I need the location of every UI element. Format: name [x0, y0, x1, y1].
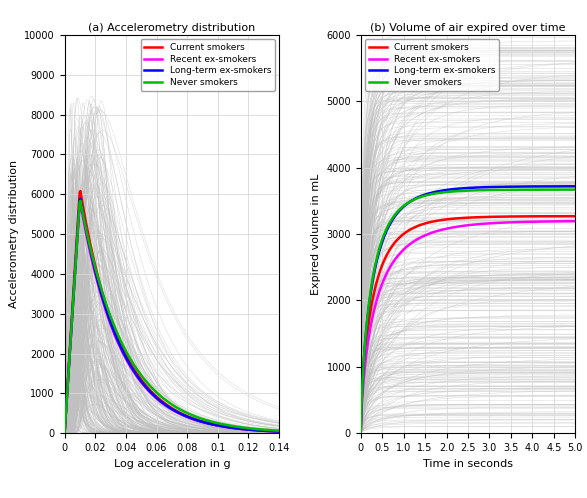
Long-term ex-smokers: [358, 403, 365, 409]
Y-axis label: Expired volume in mL: Expired volume in mL: [311, 173, 321, 295]
Long-term ex-smokers: [276, 429, 283, 435]
Recent ex-smokers: [488, 220, 495, 226]
Long-term ex-smokers: [552, 183, 559, 189]
Recent ex-smokers: [552, 218, 559, 224]
Never smokers: [190, 412, 197, 418]
Recent ex-smokers: [257, 428, 264, 434]
Long-term ex-smokers: [61, 430, 68, 436]
Line: Long-term ex-smokers: Long-term ex-smokers: [360, 186, 575, 433]
Recent ex-smokers: [193, 417, 200, 423]
Recent ex-smokers: [62, 419, 69, 425]
Never smokers: [484, 187, 491, 193]
Current smokers: [357, 430, 364, 436]
Never smokers: [485, 187, 492, 193]
Current smokers: [485, 214, 492, 220]
Never smokers: [488, 187, 495, 193]
Never smokers: [61, 430, 68, 436]
Current smokers: [552, 213, 559, 219]
Long-term ex-smokers: [193, 417, 200, 423]
Line: Never smokers: Never smokers: [360, 190, 575, 433]
Never smokers: [257, 426, 264, 432]
Long-term ex-smokers: [257, 427, 264, 433]
Legend: Current smokers, Recent ex-smokers, Long-term ex-smokers, Never smokers: Current smokers, Recent ex-smokers, Long…: [141, 39, 275, 91]
Recent ex-smokers: [538, 219, 545, 225]
X-axis label: Log acceleration in g: Log acceleration in g: [113, 459, 230, 469]
Long-term ex-smokers: [357, 430, 364, 436]
Current smokers: [572, 213, 579, 219]
Line: Current smokers: Current smokers: [65, 191, 279, 433]
Current smokers: [62, 419, 69, 425]
Never smokers: [358, 404, 365, 410]
Never smokers: [189, 412, 196, 418]
Never smokers: [357, 430, 364, 436]
Current smokers: [193, 417, 200, 423]
Long-term ex-smokers: [77, 196, 84, 202]
Current smokers: [257, 427, 264, 433]
Recent ex-smokers: [242, 426, 249, 432]
Current smokers: [488, 214, 495, 220]
Long-term ex-smokers: [242, 426, 249, 432]
Never smokers: [77, 198, 84, 204]
Line: Recent ex-smokers: Recent ex-smokers: [360, 221, 575, 433]
Never smokers: [193, 414, 200, 420]
Recent ex-smokers: [485, 221, 492, 227]
Long-term ex-smokers: [190, 416, 197, 422]
X-axis label: Time in seconds: Time in seconds: [423, 459, 513, 469]
Title: (b) Volume of air expired over time: (b) Volume of air expired over time: [370, 23, 566, 33]
Current smokers: [189, 415, 196, 421]
Never smokers: [538, 187, 545, 193]
Never smokers: [242, 425, 249, 431]
Recent ex-smokers: [61, 430, 68, 436]
Current smokers: [242, 426, 249, 432]
Long-term ex-smokers: [62, 419, 69, 425]
Line: Recent ex-smokers: Recent ex-smokers: [65, 203, 279, 433]
Recent ex-smokers: [190, 416, 197, 422]
Long-term ex-smokers: [484, 184, 491, 190]
Recent ex-smokers: [484, 221, 491, 227]
Current smokers: [538, 213, 545, 219]
Never smokers: [276, 428, 283, 434]
Never smokers: [62, 419, 69, 425]
Long-term ex-smokers: [189, 416, 196, 422]
Recent ex-smokers: [572, 218, 579, 224]
Recent ex-smokers: [357, 430, 364, 436]
Current smokers: [77, 188, 84, 194]
Long-term ex-smokers: [572, 183, 579, 189]
Line: Long-term ex-smokers: Long-term ex-smokers: [65, 199, 279, 433]
Current smokers: [484, 214, 491, 220]
Legend: Current smokers, Recent ex-smokers, Long-term ex-smokers, Never smokers: Current smokers, Recent ex-smokers, Long…: [365, 39, 499, 91]
Long-term ex-smokers: [485, 184, 492, 190]
Never smokers: [572, 187, 579, 193]
Title: (a) Accelerometry distribution: (a) Accelerometry distribution: [88, 23, 255, 33]
Current smokers: [61, 430, 68, 436]
Line: Current smokers: Current smokers: [360, 216, 575, 433]
Recent ex-smokers: [189, 416, 196, 422]
Never smokers: [552, 187, 559, 193]
Line: Never smokers: Never smokers: [65, 201, 279, 433]
Recent ex-smokers: [77, 200, 84, 206]
Current smokers: [358, 406, 365, 412]
Current smokers: [190, 415, 197, 421]
Long-term ex-smokers: [488, 184, 495, 190]
Recent ex-smokers: [358, 409, 365, 415]
Y-axis label: Accelerometry distribution: Accelerometry distribution: [9, 160, 19, 308]
Recent ex-smokers: [276, 429, 283, 435]
Long-term ex-smokers: [538, 183, 545, 189]
Current smokers: [276, 428, 283, 434]
